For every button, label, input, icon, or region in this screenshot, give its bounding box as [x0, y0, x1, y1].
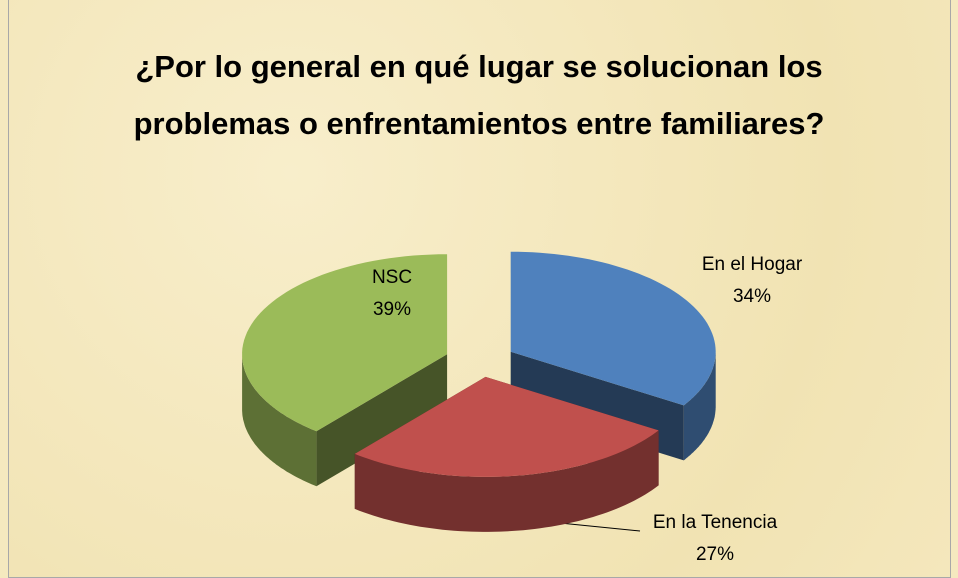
- slice-value-label: 39%: [373, 299, 411, 320]
- slice-wall: [354, 430, 659, 532]
- slice-value-label: 27%: [696, 544, 734, 565]
- slice-label: En la Tenencia: [653, 512, 778, 533]
- slice-wall: [683, 351, 716, 461]
- slice: [510, 251, 716, 406]
- chart-title: ¿Por lo general en qué lugar se solucion…: [133, 49, 825, 141]
- slice-label: En el Hogar: [702, 254, 803, 275]
- slice-value-label: 34%: [733, 286, 771, 307]
- slice-side: [316, 354, 448, 487]
- slice-label: NSC: [372, 267, 412, 288]
- slice: [354, 376, 659, 477]
- slice-wall: [242, 354, 317, 487]
- slice: [242, 254, 448, 432]
